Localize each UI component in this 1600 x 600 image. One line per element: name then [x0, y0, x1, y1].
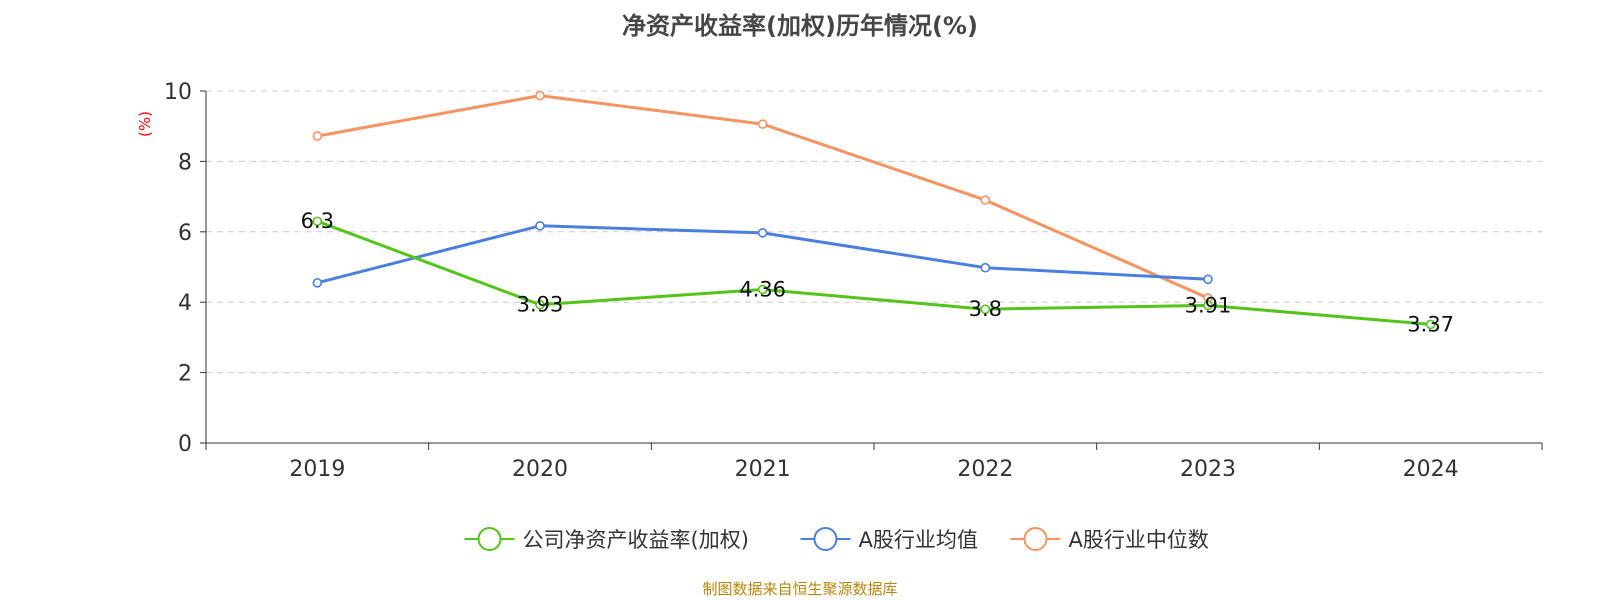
- x-tick-label: 2019: [289, 457, 345, 482]
- data-point: [980, 195, 991, 205]
- legend-marker: [477, 527, 502, 551]
- y-tick-label: 10: [164, 80, 192, 105]
- legend-marker: [813, 527, 838, 551]
- x-tick-label: 2023: [1180, 457, 1236, 482]
- y-tick-label: 0: [178, 432, 192, 457]
- data-point: [980, 304, 991, 315]
- data-point: [535, 90, 545, 101]
- y-tick-label: 6: [178, 221, 192, 246]
- y-tick-label: 4: [178, 291, 192, 316]
- data-point: [535, 299, 545, 310]
- x-tick-label: 2022: [957, 457, 1013, 482]
- y-tick-label: 8: [178, 150, 192, 175]
- data-point: [757, 228, 768, 238]
- data-label: 6.3: [301, 209, 334, 233]
- data-point: [1203, 274, 1213, 285]
- source-note: 制图数据来自恒生聚源数据库: [702, 580, 898, 598]
- data-point: [535, 221, 545, 231]
- y-axis-label: (%): [136, 111, 154, 137]
- legend-marker: [1023, 527, 1048, 551]
- data-point: [1203, 300, 1213, 311]
- x-tick-label: 2020: [512, 457, 568, 482]
- data-point: [312, 131, 323, 141]
- data-point: [757, 284, 768, 295]
- series-line: [316, 219, 1431, 326]
- legend-label: A股行业均值: [859, 528, 978, 552]
- legend-label: 公司净资产收益率(加权): [523, 528, 749, 552]
- data-label: 3.91: [1185, 293, 1232, 317]
- x-tick-label: 2021: [735, 457, 791, 482]
- data-label: 3.37: [1407, 312, 1454, 336]
- data-point: [757, 119, 768, 129]
- data-point: [980, 262, 991, 273]
- data-point: [312, 278, 323, 288]
- y-tick-label: 2: [178, 362, 192, 387]
- data-point: [1425, 319, 1436, 330]
- data-label: 4.36: [739, 278, 786, 302]
- data-label: 3.93: [517, 293, 564, 317]
- x-tick-label: 2024: [1403, 457, 1459, 482]
- data-label: 3.8: [969, 297, 1002, 321]
- legend-label: A股行业中位数: [1069, 528, 1209, 552]
- chart-title: 净资产收益率(加权)历年情况(%): [622, 12, 978, 40]
- data-point: [312, 216, 323, 227]
